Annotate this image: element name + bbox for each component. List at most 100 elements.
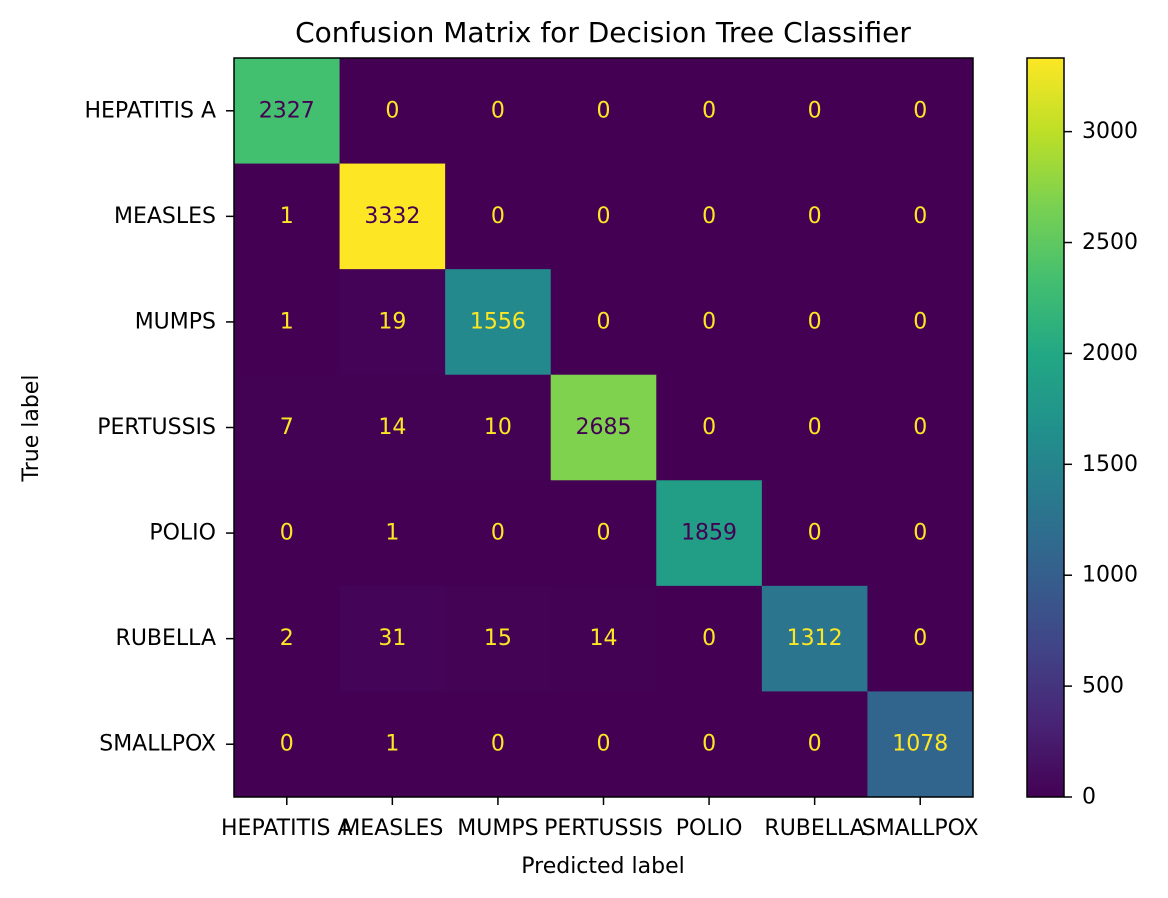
matrix-cell-value: 1 xyxy=(385,521,399,546)
colorbar xyxy=(1026,57,1065,798)
matrix-cell xyxy=(656,58,763,165)
matrix-cell-value: 0 xyxy=(597,98,611,123)
matrix-cell xyxy=(234,163,341,270)
matrix-cell-value: 1078 xyxy=(892,732,948,757)
matrix-cell xyxy=(761,58,868,165)
y-tick-label: MEASLES xyxy=(114,204,216,229)
matrix-cell-value: 0 xyxy=(491,98,505,123)
matrix-cell xyxy=(445,585,552,692)
y-tick-label: RUBELLA xyxy=(116,626,216,651)
matrix-cell-value: 0 xyxy=(913,309,927,334)
matrix-cell xyxy=(339,374,446,481)
matrix-cell xyxy=(656,374,763,481)
matrix-cell xyxy=(339,163,446,270)
matrix-cell xyxy=(761,269,868,376)
matrix-cell-value: 0 xyxy=(913,98,927,123)
matrix-cell-value: 0 xyxy=(913,626,927,651)
matrix-cell xyxy=(867,585,974,692)
matrix-cell xyxy=(339,269,446,376)
matrix-cell xyxy=(867,691,974,798)
colorbar-ticks: 0 500 1000 1500 2000 2500 3000 xyxy=(1064,119,1138,810)
x-tick-label: MEASLES xyxy=(341,816,443,841)
matrix-cell xyxy=(550,163,657,270)
matrix-cell-value: 2 xyxy=(280,626,294,651)
matrix-cell-value: 0 xyxy=(808,204,822,229)
matrix-cell xyxy=(445,374,552,481)
matrix-cell-value: 0 xyxy=(597,732,611,757)
y-tick-label: PERTUSSIS xyxy=(97,415,216,440)
matrix-cell xyxy=(339,585,446,692)
matrix-cell-value: 2327 xyxy=(259,98,315,123)
matrix-cell xyxy=(867,480,974,587)
matrix-cell xyxy=(550,480,657,587)
matrix-cell xyxy=(656,163,763,270)
matrix-cell xyxy=(445,58,552,165)
matrix-cell xyxy=(656,480,763,587)
cell-labels: 2327 0 0 0 0 0 01 3332 0 0 0 0 01 19 1556 0 0 0 07 14 10 2685… xyxy=(259,98,948,756)
matrix-cell-value: 0 xyxy=(280,732,294,757)
colorbar-tick-label: 500 xyxy=(1082,674,1124,699)
matrix-cell-value: 0 xyxy=(808,732,822,757)
matrix-cell xyxy=(339,691,446,798)
matrix-cell-value: 0 xyxy=(702,732,716,757)
matrix-cell-value: 0 xyxy=(491,732,505,757)
matrix-cell-value: 15 xyxy=(484,626,512,651)
matrix-cell-value: 19 xyxy=(378,309,406,334)
matrix-cell-value: 14 xyxy=(378,415,406,440)
colorbar-tick-label: 1500 xyxy=(1082,452,1138,477)
matrix-cell xyxy=(234,585,341,692)
y-tick-label: POLIO xyxy=(149,521,216,546)
matrix-cell xyxy=(550,585,657,692)
matrix-cell-value: 1312 xyxy=(787,626,843,651)
x-tick-label: SMALLPOX xyxy=(862,816,979,841)
matrix-cell xyxy=(761,374,868,481)
matrix-cell xyxy=(656,691,763,798)
colorbar-tick-label: 2000 xyxy=(1082,341,1138,366)
matrix-cell-value: 0 xyxy=(491,521,505,546)
colorbar-tick-label: 3000 xyxy=(1082,119,1138,144)
matrix-cell-value: 7 xyxy=(280,415,294,440)
matrix-cell xyxy=(867,163,974,270)
y-axis-ticks: HEPATITIS A MEASLES MUMPS PERTUSSIS POLIO RUB… xyxy=(84,98,234,757)
matrix-cell-value: 0 xyxy=(913,204,927,229)
matrix-cell-value: 0 xyxy=(702,98,716,123)
matrix-cell-value: 3332 xyxy=(364,204,420,229)
x-tick-label: POLIO xyxy=(676,816,743,841)
matrix-cell xyxy=(339,58,446,165)
matrix-cell xyxy=(550,691,657,798)
matrix-cell xyxy=(445,480,552,587)
colorbar-tick-label: 2500 xyxy=(1082,230,1138,255)
matrix-cell xyxy=(339,480,446,587)
matrix-cell-value: 2685 xyxy=(576,415,632,440)
y-axis-label: True label xyxy=(19,375,44,483)
matrix-cell-value: 1 xyxy=(385,732,399,757)
matrix-cell xyxy=(867,374,974,481)
matrix-cell-value: 0 xyxy=(597,204,611,229)
matrix-cell-value: 0 xyxy=(808,415,822,440)
matrix-cell-value: 10 xyxy=(484,415,512,440)
matrix-cell xyxy=(761,163,868,270)
matrix-cell-value: 0 xyxy=(913,521,927,546)
matrix-cell-value: 0 xyxy=(702,204,716,229)
matrix-cell-value: 1556 xyxy=(470,309,526,334)
matrix-cell-value: 1 xyxy=(280,309,294,334)
matrix-cell-value: 0 xyxy=(280,521,294,546)
matrix-cell xyxy=(234,58,341,165)
matrix-cell-value: 31 xyxy=(378,626,406,651)
heatmap xyxy=(234,58,974,798)
matrix-cell xyxy=(445,269,552,376)
matrix-cell xyxy=(234,691,341,798)
matrix-cell-value: 0 xyxy=(808,309,822,334)
matrix-cell-value: 0 xyxy=(702,626,716,651)
matrix-cell-value: 0 xyxy=(702,309,716,334)
matrix-cell xyxy=(234,374,341,481)
matrix-cell-value: 0 xyxy=(702,415,716,440)
matrix-cell xyxy=(550,374,657,481)
matrix-cell-value: 1859 xyxy=(681,521,737,546)
matrix-cell-value: 0 xyxy=(808,98,822,123)
colorbar-tick-label: 0 xyxy=(1082,785,1096,810)
x-tick-label: PERTUSSIS xyxy=(544,816,663,841)
matrix-cell-value: 0 xyxy=(808,521,822,546)
